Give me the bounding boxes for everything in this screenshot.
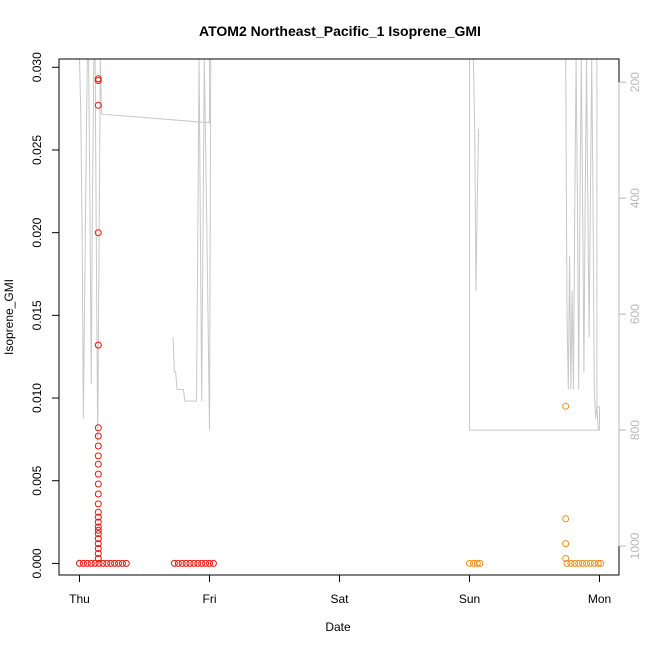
data-point-s0-45 bbox=[198, 559, 206, 567]
y-tick-label-1: 0.005 bbox=[30, 465, 44, 495]
y2-tick-label-400: 400 bbox=[628, 188, 642, 208]
x-axis-label: Date bbox=[325, 620, 351, 634]
data-point-s0-27 bbox=[94, 508, 102, 516]
data-point-s0-23 bbox=[94, 470, 102, 478]
y-tick-label-6: 0.030 bbox=[30, 52, 44, 82]
data-point-s0-3 bbox=[87, 559, 95, 567]
y2-tick-label-800: 800 bbox=[628, 420, 642, 440]
data-point-s0-47 bbox=[206, 559, 213, 567]
y-tick-label-3: 0.015 bbox=[30, 300, 44, 330]
data-point-s1-17 bbox=[562, 555, 570, 562]
data-point-s0-43 bbox=[190, 559, 198, 567]
data-point-s1-6 bbox=[571, 559, 579, 567]
data-point-s0-0 bbox=[76, 559, 83, 567]
y-axis-label: Isoprene_GMI bbox=[2, 279, 16, 355]
data-point-s0-19 bbox=[94, 432, 102, 440]
data-point-s0-29 bbox=[94, 518, 102, 526]
y2-tick-label-200: 200 bbox=[628, 72, 642, 92]
data-point-s0-4 bbox=[91, 559, 99, 567]
y-tick-label-5: 0.025 bbox=[30, 135, 44, 165]
data-point-s0-31 bbox=[94, 526, 102, 534]
data-point-s0-20 bbox=[94, 442, 102, 450]
y2-tick-label-600: 600 bbox=[628, 304, 642, 324]
data-point-s0-18 bbox=[94, 424, 102, 432]
data-point-s0-14 bbox=[94, 77, 102, 84]
x-tick-label-sun: Sun bbox=[459, 592, 480, 606]
altitude-line-segment-1 bbox=[172, 58, 212, 431]
data-point-s0-7 bbox=[103, 559, 111, 567]
data-point-s0-21 bbox=[94, 452, 102, 460]
chart-title: ATOM2 Northeast_Pacific_1 Isoprene_GMI bbox=[199, 23, 481, 39]
axes-layer: Thu Fri Sat Sun Mon 0.000 0.005 0.010 0.015 0.020… bbox=[30, 52, 642, 606]
data-point-s1-5 bbox=[567, 559, 575, 567]
data-point-s0-42 bbox=[186, 559, 194, 567]
data-point-s0-41 bbox=[182, 559, 190, 567]
data-point-s0-40 bbox=[178, 559, 186, 567]
data-point-s0-2 bbox=[83, 559, 91, 567]
data-point-s0-48 bbox=[209, 559, 217, 567]
x-tick-label-sat: Sat bbox=[330, 592, 349, 606]
data-point-s0-8 bbox=[107, 559, 115, 567]
data-point-s0-16 bbox=[94, 229, 102, 237]
data-point-s1-9 bbox=[583, 559, 590, 567]
data-point-s0-37 bbox=[94, 555, 102, 562]
y2-tick-label-1000: 1000 bbox=[628, 532, 642, 559]
altitude-line-segment-3 bbox=[469, 59, 600, 431]
data-point-s1-8 bbox=[579, 559, 587, 567]
data-point-s1-14 bbox=[562, 402, 570, 410]
data-point-s0-39 bbox=[174, 559, 182, 567]
data-point-s0-17 bbox=[94, 341, 102, 349]
data-point-s0-9 bbox=[111, 559, 119, 567]
x-tick-label-fri: Fri bbox=[203, 592, 217, 606]
data-point-s0-15 bbox=[94, 101, 102, 109]
data-point-s1-13 bbox=[597, 559, 605, 567]
data-point-s0-28 bbox=[94, 513, 102, 521]
data-point-s1-10 bbox=[586, 559, 594, 567]
data-point-s0-33 bbox=[94, 535, 102, 543]
data-point-s0-1 bbox=[79, 559, 87, 567]
data-point-s1-2 bbox=[473, 559, 481, 567]
data-point-s0-24 bbox=[94, 480, 102, 488]
data-point-s0-46 bbox=[202, 559, 210, 567]
altitude-line-segment-2 bbox=[472, 58, 480, 291]
x-tick-label-thu: Thu bbox=[69, 592, 90, 606]
data-point-s0-22 bbox=[94, 460, 102, 468]
data-point-s0-44 bbox=[194, 559, 202, 567]
data-point-s0-36 bbox=[94, 550, 102, 557]
data-point-s1-4 bbox=[563, 559, 571, 567]
data-point-s0-10 bbox=[115, 559, 122, 567]
points-layer bbox=[76, 75, 605, 567]
data-point-s1-7 bbox=[575, 559, 583, 567]
y-tick-label-4: 0.020 bbox=[30, 217, 44, 247]
data-point-s0-34 bbox=[94, 540, 102, 548]
data-point-s0-12 bbox=[122, 559, 130, 567]
data-point-s0-38 bbox=[170, 559, 178, 567]
data-point-s1-12 bbox=[594, 559, 602, 567]
data-point-s0-11 bbox=[118, 559, 126, 567]
data-point-s0-5 bbox=[95, 559, 103, 567]
data-point-s1-16 bbox=[562, 540, 570, 548]
data-point-s0-25 bbox=[94, 490, 102, 498]
data-point-s1-3 bbox=[476, 559, 484, 567]
data-point-s1-15 bbox=[562, 515, 570, 523]
y-tick-label-0: 0.000 bbox=[30, 548, 44, 578]
data-point-s0-32 bbox=[94, 530, 102, 538]
altitude-line-segment-4 bbox=[565, 58, 599, 431]
data-point-s0-26 bbox=[94, 500, 102, 508]
data-point-s1-0 bbox=[466, 559, 473, 567]
data-point-s0-35 bbox=[94, 545, 102, 552]
data-point-s0-6 bbox=[99, 559, 107, 567]
y-tick-label-2: 0.010 bbox=[30, 383, 44, 413]
x-tick-label-mon: Mon bbox=[588, 592, 611, 606]
data-point-s0-30 bbox=[94, 523, 102, 531]
